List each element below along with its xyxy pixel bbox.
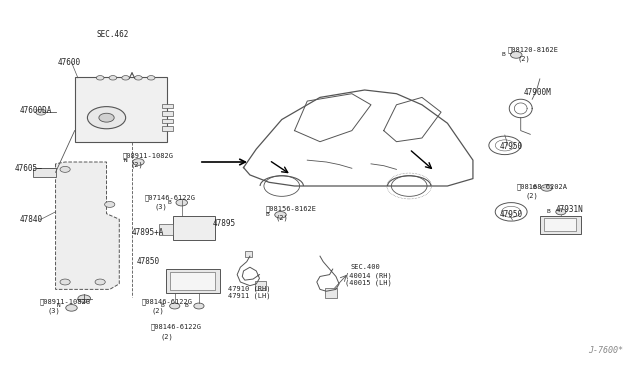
FancyBboxPatch shape [162, 119, 173, 123]
FancyBboxPatch shape [166, 269, 220, 293]
Circle shape [556, 209, 566, 215]
Text: (40015 (LH): (40015 (LH) [346, 279, 392, 286]
Text: B: B [167, 200, 171, 205]
Text: 47931N: 47931N [556, 205, 584, 215]
Text: B: B [502, 52, 506, 57]
Text: SEC.400: SEC.400 [351, 264, 380, 270]
FancyBboxPatch shape [544, 218, 576, 231]
Circle shape [60, 279, 70, 285]
Text: 47910 (RH): 47910 (RH) [228, 285, 270, 292]
Text: B: B [184, 304, 188, 308]
Text: ⒵07146-6122G: ⒵07146-6122G [145, 195, 196, 201]
Text: (2): (2) [131, 161, 143, 168]
FancyBboxPatch shape [162, 126, 173, 131]
Text: (3): (3) [48, 307, 61, 314]
FancyBboxPatch shape [75, 77, 167, 142]
Text: B: B [160, 304, 164, 308]
Text: B: B [547, 209, 550, 214]
Text: (2): (2) [518, 55, 531, 62]
Text: ⒵08168-6202A: ⒵08168-6202A [516, 183, 567, 190]
Polygon shape [56, 162, 119, 289]
Text: ⒵08146-6122G: ⒵08146-6122G [151, 324, 202, 330]
Circle shape [36, 109, 46, 115]
Text: 47911 (LH): 47911 (LH) [228, 293, 270, 299]
Circle shape [88, 107, 125, 129]
Circle shape [170, 303, 180, 309]
Circle shape [122, 76, 129, 80]
Circle shape [147, 76, 155, 80]
FancyBboxPatch shape [540, 215, 581, 234]
Text: 47600DA: 47600DA [19, 106, 52, 115]
FancyBboxPatch shape [255, 281, 266, 290]
FancyBboxPatch shape [170, 272, 215, 291]
Text: (3): (3) [154, 203, 167, 210]
Circle shape [134, 76, 142, 80]
Text: ⓝ08911-1082G: ⓝ08911-1082G [40, 298, 91, 305]
Text: 47950: 47950 [500, 210, 523, 219]
Circle shape [132, 159, 144, 165]
Text: N: N [57, 304, 61, 308]
Circle shape [194, 303, 204, 309]
Circle shape [109, 76, 116, 80]
FancyBboxPatch shape [33, 167, 56, 177]
Text: 47850: 47850 [137, 257, 160, 266]
Circle shape [104, 202, 115, 208]
Circle shape [66, 305, 77, 311]
FancyBboxPatch shape [173, 215, 215, 240]
FancyBboxPatch shape [162, 104, 173, 109]
Text: 47895: 47895 [213, 219, 236, 228]
Text: (2): (2) [161, 333, 173, 340]
Text: ⒵08156-8162E: ⒵08156-8162E [266, 206, 317, 212]
FancyBboxPatch shape [245, 251, 252, 257]
Text: SEC.462: SEC.462 [97, 31, 129, 39]
FancyBboxPatch shape [159, 224, 173, 235]
Text: J-7600*: J-7600* [588, 346, 623, 355]
Circle shape [78, 295, 91, 302]
Text: ⒵08146-6122G: ⒵08146-6122G [141, 298, 193, 305]
FancyBboxPatch shape [162, 112, 173, 116]
Text: 47950: 47950 [500, 142, 523, 151]
Circle shape [176, 199, 188, 206]
Circle shape [95, 279, 105, 285]
Text: 47895+A: 47895+A [132, 228, 164, 237]
Text: ⓝ08911-1082G: ⓝ08911-1082G [122, 153, 173, 159]
FancyBboxPatch shape [325, 288, 337, 298]
Text: 47600: 47600 [58, 58, 81, 67]
Text: (2): (2) [275, 215, 288, 221]
Text: (2): (2) [526, 193, 539, 199]
Text: (40014 (RH): (40014 (RH) [346, 272, 392, 279]
Circle shape [275, 211, 286, 218]
Text: (2): (2) [151, 307, 164, 314]
Text: 47605—: 47605— [14, 164, 42, 173]
Circle shape [541, 185, 552, 191]
Text: 47840: 47840 [19, 215, 42, 224]
Text: B: B [532, 185, 536, 190]
Text: 47900M: 47900M [524, 89, 552, 97]
Text: ⒵08120-8162E: ⒵08120-8162E [508, 46, 559, 53]
Circle shape [97, 76, 104, 80]
Text: N: N [123, 158, 127, 163]
Circle shape [60, 166, 70, 172]
Circle shape [99, 113, 114, 122]
Circle shape [511, 52, 522, 58]
Text: B: B [266, 212, 269, 217]
